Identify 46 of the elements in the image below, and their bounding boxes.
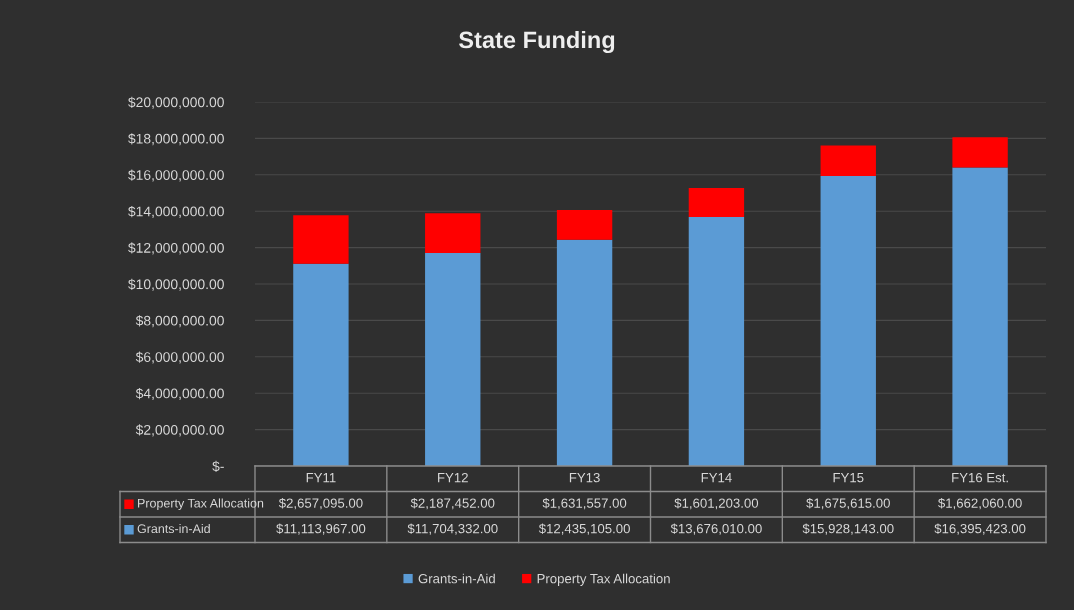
data-label: $11,704,332.00 [407,523,498,535]
x-tick-label: FY13 [569,472,600,483]
data-label: $16,395,423.00 [934,523,1026,535]
y-tick-label: $20,000,000.00 [128,96,224,109]
bar [293,263,349,466]
data-label: $2,657,095.00 [278,497,363,510]
x-tick-label: FY15 [833,473,864,483]
y-tick-label: $- [212,460,224,472]
bar [425,252,481,466]
data-label: $1,675,615.00 [806,497,890,510]
text: Property Tax Allocation [537,573,670,586]
bar [556,209,613,240]
legend-label: Property Tax Allocation [138,498,264,511]
data-label: $1,601,203.00 [674,497,759,510]
y-tick-label: $8,000,000.00 [135,315,224,328]
bar [688,187,745,218]
x-tick-label: FY14 [701,473,732,483]
x-tick-label: FY12 [438,472,468,483]
y-tick-label: $14,000,000.00 [128,205,224,219]
x-tick-label: FY16 Est. [952,472,1008,483]
y-tick-label: $10,000,000.00 [128,278,224,291]
x-tick-label: FY11 [306,473,336,483]
y-tick-label: $18,000,000.00 [128,133,224,146]
data-label: $2,187,452.00 [410,497,495,510]
bar [952,137,1008,168]
chart-title: State Funding [458,30,615,54]
bar [688,217,745,466]
bar [425,213,481,253]
text: Grants-in-Aid [418,573,495,584]
bar [952,167,1008,466]
y-tick-label: $4,000,000.00 [135,387,224,401]
bar [556,239,613,466]
bar [820,145,876,177]
data-label: $11,113,967.00 [276,523,366,535]
legend-label: Grants-in-Aid [137,523,210,534]
y-tick-label: $16,000,000.00 [128,169,224,182]
y-tick-label: $2,000,000.00 [135,424,224,437]
data-label: $15,928,143.00 [802,523,894,535]
y-tick-label: $12,000,000.00 [128,242,224,255]
y-tick-label: $6,000,000.00 [135,351,224,364]
data-label: $1,631,557.00 [542,497,627,510]
bar [293,215,349,264]
data-label: $12,435,105.00 [538,523,630,535]
bar [820,176,876,466]
data-label: $1,662,060.00 [938,497,1022,510]
data-label: $13,676,010.00 [670,523,762,535]
